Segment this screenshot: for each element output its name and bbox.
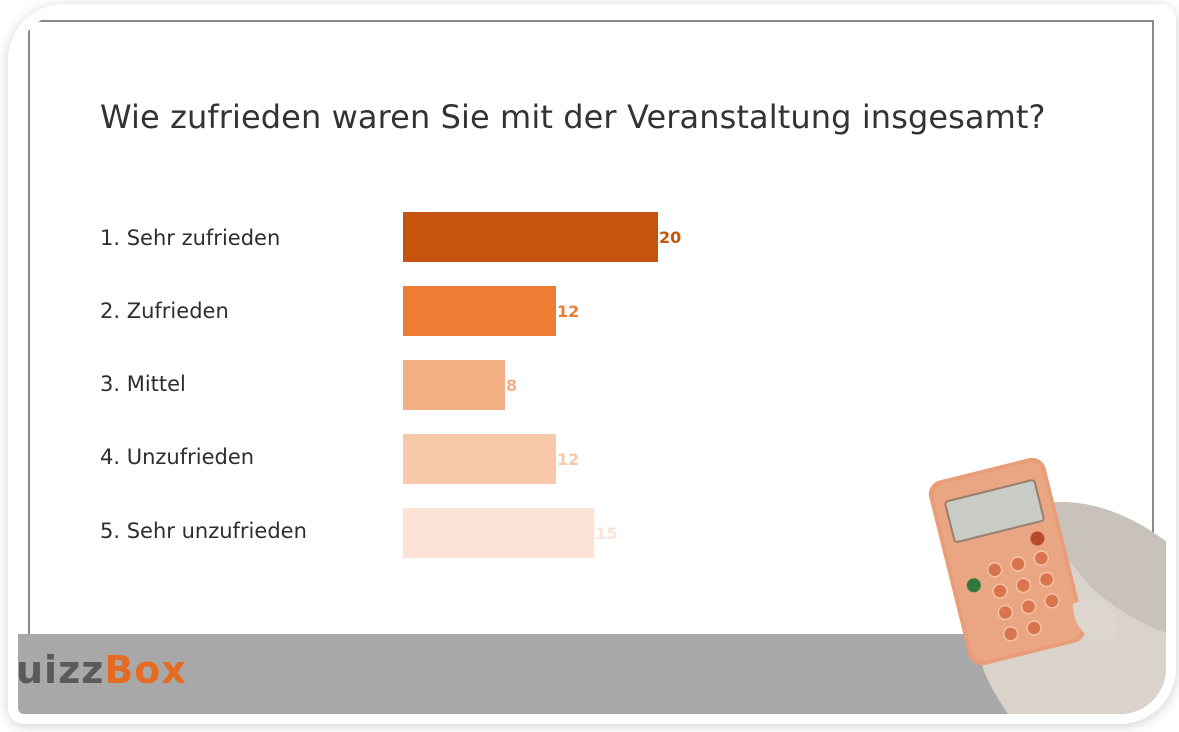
bar-4: [403, 434, 556, 484]
answer-label-5: 5. Sehr unzufrieden: [100, 519, 307, 543]
bar-value-label-2: 12: [557, 302, 579, 321]
quizzbox-logo: uizzBox: [18, 648, 187, 692]
bar-5: [403, 508, 595, 558]
bar-value-label-1: 20: [659, 228, 681, 247]
slide-frame: Wie zufrieden waren Sie mit der Veransta…: [18, 14, 1166, 714]
answer-label-4: 4. Unzufrieden: [100, 445, 255, 469]
slide: Wie zufrieden waren Sie mit der Veransta…: [18, 14, 1166, 714]
bar-value-label-5: 15: [595, 524, 617, 543]
bar-value-label-4: 12: [557, 450, 579, 469]
bar-2: [403, 286, 556, 336]
clicker-hand-icon: [928, 457, 1166, 714]
answer-label-3: 3. Mittel: [100, 372, 186, 396]
bar-chart: 20 12 8 12 15: [403, 212, 681, 558]
answer-label-2: 2. Zufrieden: [100, 299, 229, 323]
question-title: Wie zufrieden waren Sie mit der Veransta…: [100, 98, 1046, 136]
bar-value-label-3: 8: [506, 376, 517, 395]
bar-3: [403, 360, 505, 410]
bar-1: [403, 212, 658, 262]
answer-label-1: 1. Sehr zufrieden: [100, 226, 281, 250]
